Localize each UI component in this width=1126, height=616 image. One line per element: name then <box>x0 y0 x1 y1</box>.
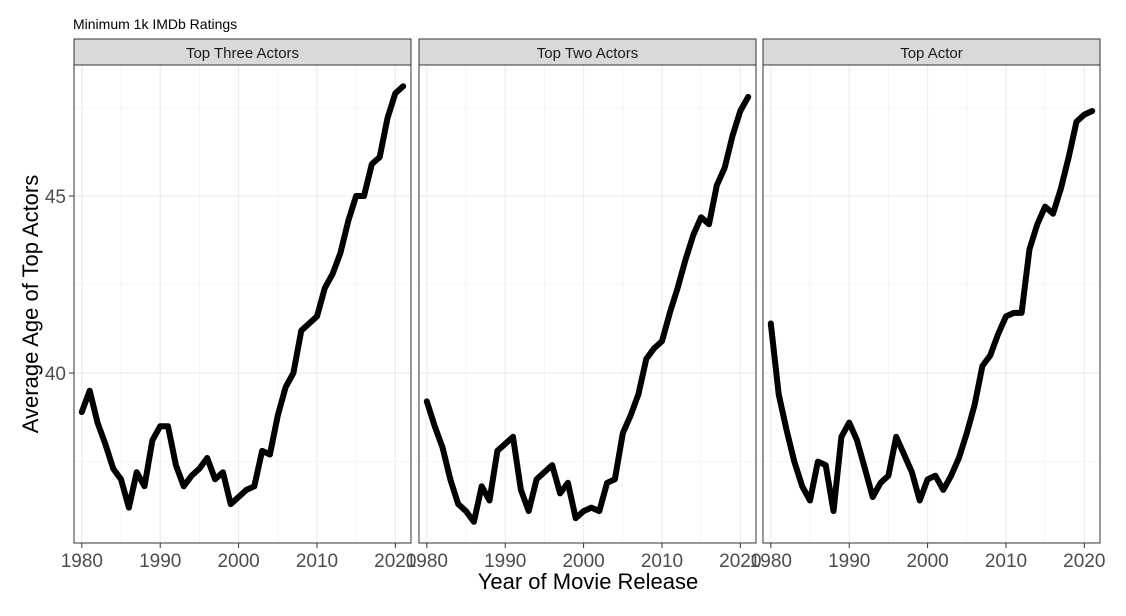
facet-strip-1 <box>73 38 412 66</box>
facet-strip-label-3: Top Actor <box>900 45 963 62</box>
x-tick-label: 2020 <box>374 551 416 572</box>
facet-panels: Top Three Actors 1980 1990 2000 2010 2020 40 45… <box>45 38 1105 572</box>
series-line-3 <box>767 108 1096 515</box>
y-tick-label: 45 <box>45 187 66 208</box>
chart-title: Minimum 1k IMDb Ratings <box>73 16 237 32</box>
x-tick-label: 2020 <box>719 551 761 572</box>
facet-panel-2 <box>418 64 757 544</box>
x-tick-label: 2010 <box>641 551 683 572</box>
x-tick-label: 2010 <box>296 551 338 572</box>
x-tick-label: 1990 <box>139 551 181 572</box>
facet-panel-border-2 <box>418 64 757 544</box>
y-axis-title: Average Age of Top Actors <box>18 175 43 433</box>
x-tick-label: 2000 <box>562 551 604 572</box>
facet-strip-label-2: Top Two Actors <box>537 45 638 62</box>
x-tick-label: 1990 <box>484 551 526 572</box>
x-tick-label: 2000 <box>217 551 259 572</box>
facet-panel-1 <box>73 64 412 544</box>
x-tick-label: 1980 <box>406 551 448 572</box>
facet-strip-3 <box>762 38 1101 66</box>
y-tick-label: 40 <box>45 364 66 385</box>
x-tick-label: 1980 <box>750 551 792 572</box>
x-tick-label: 2000 <box>906 551 948 572</box>
facet-panel-border-1 <box>73 64 412 544</box>
x-axis-title: Year of Movie Release <box>478 569 699 594</box>
series-line-2 <box>423 93 752 525</box>
x-tick-label: 1990 <box>828 551 870 572</box>
series-line-1 <box>78 83 407 511</box>
facet-strip-label-1: Top Three Actors <box>186 45 299 62</box>
facet-panel-border-3 <box>762 64 1101 544</box>
x-tick-label: 2010 <box>985 551 1027 572</box>
x-tick-label: 1980 <box>61 551 103 572</box>
x-tick-label: 2020 <box>1063 551 1105 572</box>
